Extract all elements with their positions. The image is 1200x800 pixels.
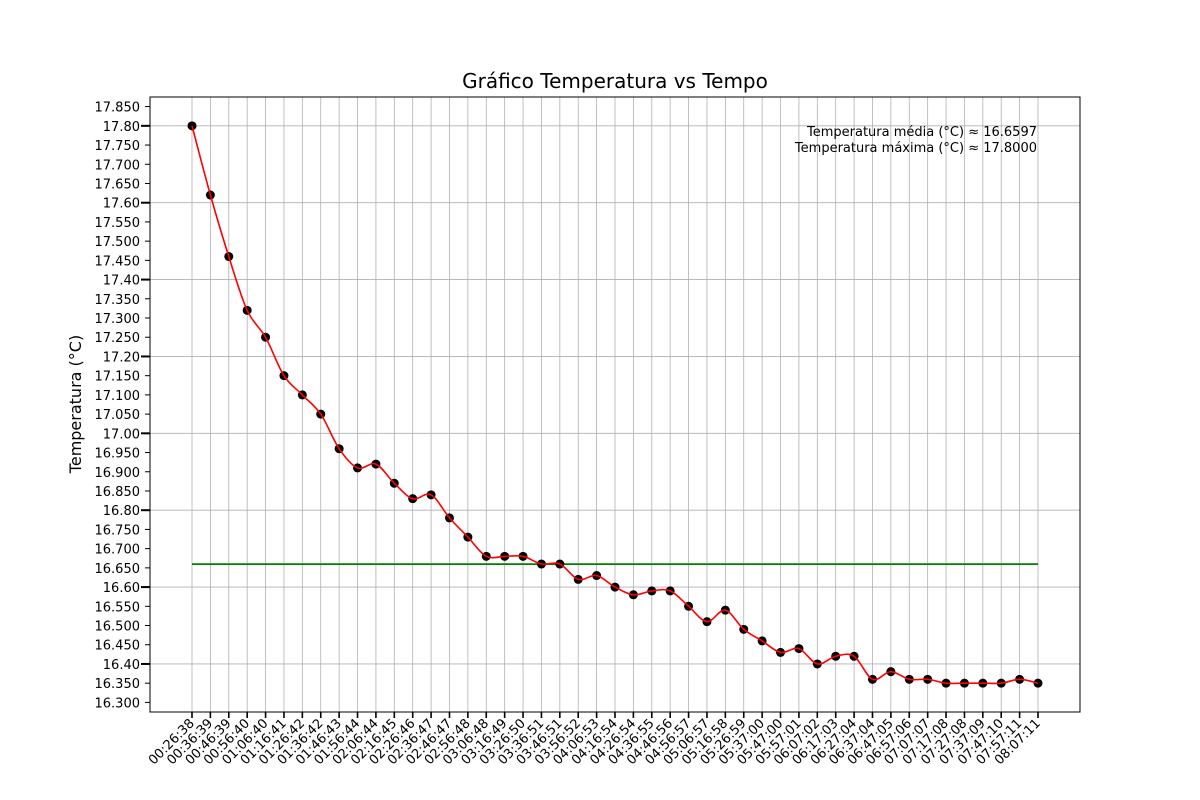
- y-tick-label: 17.050: [95, 408, 141, 423]
- y-tick-label: 17.40: [103, 274, 140, 289]
- series-group: [187, 121, 1043, 688]
- y-tick-label: 16.750: [95, 523, 141, 538]
- y-tick-label: 17.550: [95, 216, 141, 231]
- plot-frame: [149, 96, 1081, 713]
- y-tick-label: 16.350: [95, 677, 141, 692]
- y-tick-label: 17.300: [95, 312, 141, 327]
- y-tick-label: 16.850: [95, 485, 141, 500]
- axes: 00:26:3800:36:3900:46:3900:56:4001:06:40…: [95, 96, 1081, 768]
- y-tick-label: 16.550: [95, 600, 141, 615]
- temperature-line: [191, 125, 1039, 685]
- y-tick-label: 17.750: [95, 139, 141, 154]
- y-tick-label: 16.80: [103, 504, 140, 519]
- mean-annotation: Temperatura média (°C) ≈ 16.6597: [806, 125, 1037, 140]
- y-tick-label: 16.650: [95, 562, 141, 577]
- y-tick-label: 17.650: [95, 177, 141, 192]
- y-tick-label: 16.950: [95, 447, 141, 462]
- y-tick-label: 17.250: [95, 331, 141, 346]
- y-tick-label: 16.40: [103, 658, 140, 673]
- y-tick-label: 16.900: [95, 466, 141, 481]
- max-annotation: Temperatura máxima (°C) ≈ 17.8000: [794, 141, 1037, 156]
- y-tick-label: 17.700: [95, 158, 141, 173]
- y-tick-label: 16.450: [95, 639, 141, 654]
- y-tick-label: 17.100: [95, 389, 141, 404]
- y-tick-label: 16.60: [103, 581, 140, 596]
- y-tick-label: 16.300: [95, 696, 141, 711]
- y-tick-label: 17.60: [103, 197, 140, 212]
- y-tick-label: 16.500: [95, 620, 141, 635]
- grid: [150, 97, 1080, 712]
- y-tick-label: 16.700: [95, 543, 141, 558]
- y-tick-label: 17.20: [103, 350, 140, 365]
- chart-title: Gráfico Temperatura vs Tempo: [462, 69, 768, 93]
- y-tick-label: 17.00: [103, 427, 140, 442]
- y-tick-label: 17.850: [95, 101, 141, 116]
- y-axis-label: Temperatura (°C): [66, 335, 85, 474]
- y-tick-label: 17.450: [95, 254, 141, 269]
- annotations: Temperatura média (°C) ≈ 16.6597 Tempera…: [794, 125, 1037, 156]
- y-tick-label: 17.150: [95, 370, 141, 385]
- y-tick-label: 17.80: [103, 120, 140, 135]
- y-tick-label: 17.350: [95, 293, 141, 308]
- y-tick-label: 17.500: [95, 235, 141, 250]
